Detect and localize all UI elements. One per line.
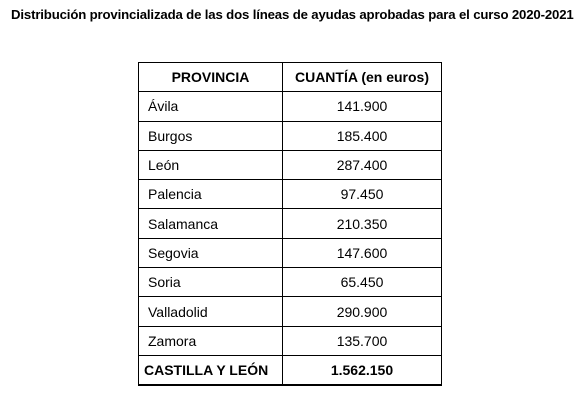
total-cuantia: 1.562.150 [282, 354, 442, 387]
row-cuantia: 65.450 [282, 267, 442, 298]
row-cuantia: 210.350 [282, 208, 442, 239]
table-header-row: PROVINCIA CUANTÍA (en euros) [138, 61, 442, 93]
header-provincia: PROVINCIA [138, 61, 283, 93]
distribution-table: PROVINCIA CUANTÍA (en euros) Ávila 141.9… [138, 61, 442, 387]
table-row: Palencia 97.450 [138, 179, 442, 210]
row-cuantia: 135.700 [282, 325, 442, 356]
row-provincia: Palencia [138, 179, 283, 210]
row-provincia: Salamanca [138, 208, 283, 239]
row-provincia: León [138, 149, 283, 181]
row-cuantia: 141.900 [282, 91, 442, 122]
table-total-row: CASTILLA Y LEÓN 1.562.150 [138, 354, 442, 387]
row-provincia: Ávila [138, 91, 283, 122]
row-provincia: Valladolid [138, 296, 283, 327]
row-cuantia: 287.400 [282, 149, 442, 181]
row-provincia: Zamora [138, 325, 283, 356]
table-row: Valladolid 290.900 [138, 296, 442, 327]
header-cuantia: CUANTÍA (en euros) [282, 61, 442, 93]
row-cuantia: 290.900 [282, 296, 442, 327]
row-provincia: Segovia [138, 237, 283, 269]
table-row: Segovia 147.600 [138, 237, 442, 269]
row-cuantia: 97.450 [282, 179, 442, 210]
table-row: Soria 65.450 [138, 267, 442, 298]
table-row: Ávila 141.900 [138, 91, 442, 122]
document-title: Distribución provincializada de las dos … [11, 7, 574, 22]
row-provincia: Soria [138, 267, 283, 298]
table-row: León 287.400 [138, 149, 442, 181]
table-row: Salamanca 210.350 [138, 208, 442, 239]
table-row: Burgos 185.400 [138, 120, 442, 151]
row-cuantia: 147.600 [282, 237, 442, 269]
total-provincia: CASTILLA Y LEÓN [138, 354, 283, 387]
row-cuantia: 185.400 [282, 120, 442, 151]
row-provincia: Burgos [138, 120, 283, 151]
table-row: Zamora 135.700 [138, 325, 442, 356]
